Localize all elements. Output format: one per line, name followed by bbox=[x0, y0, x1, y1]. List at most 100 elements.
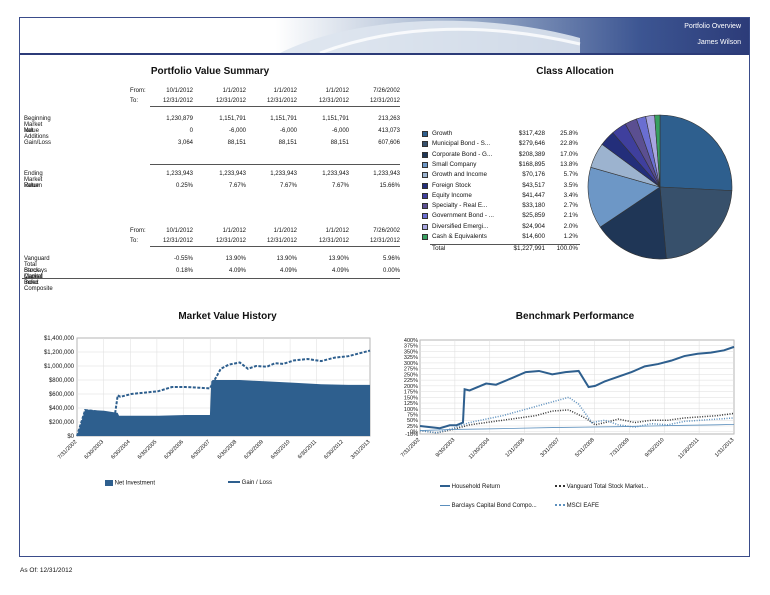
bench-value: -0.55% bbox=[173, 256, 193, 262]
plot-area bbox=[419, 339, 735, 435]
market-value-history-chart: $0 $200,000 $400,000 $600,000 $800,000 $1,000… bbox=[44, 336, 371, 461]
benchmark-title: Benchmark Performance bbox=[515, 311, 635, 322]
allocation-name: Growth bbox=[432, 130, 453, 137]
legend-msci: MSCI EAFE bbox=[555, 503, 599, 509]
row-label: Return bbox=[24, 183, 43, 189]
x-tick-label: 6/30/2009 bbox=[243, 439, 265, 461]
period-from: 1/1/2012 bbox=[273, 228, 297, 234]
allocation-name: Diversified Emergi... bbox=[432, 222, 489, 230]
from-label: From: bbox=[130, 88, 146, 94]
allocation-pct: 1.2% bbox=[563, 233, 578, 240]
page-frame: Portfolio Overview James Wilson bbox=[19, 17, 750, 557]
total-rule bbox=[150, 164, 400, 165]
allocation-pct: 2.7% bbox=[563, 202, 578, 210]
period-from: 7/26/2002 bbox=[373, 88, 400, 94]
y-tick-label: 325% bbox=[404, 355, 418, 361]
x-tick-label: 6/30/2004 bbox=[110, 439, 132, 461]
allocation-row: Growth $317,428 25.8% bbox=[422, 130, 582, 139]
y-tick-label: 400% bbox=[404, 338, 418, 344]
row-value: 0.25% bbox=[175, 183, 193, 189]
y-tick-label: 75% bbox=[407, 413, 418, 419]
legend-vanguard: Vanguard Total Stock Market... bbox=[555, 484, 648, 490]
allocation-total-rule bbox=[430, 244, 580, 246]
allocation-pct: 13.8% bbox=[560, 160, 578, 168]
y-tick-label: $200,000 bbox=[49, 420, 75, 426]
row-label: Beginning Market Value bbox=[24, 116, 51, 134]
legend-label: Net Investment bbox=[114, 480, 156, 487]
pie-slice bbox=[659, 186, 733, 260]
bench-rule bbox=[22, 278, 400, 279]
row-value: 607,606 bbox=[378, 140, 400, 146]
allocation-value: $70,176 bbox=[522, 171, 545, 179]
y-tick-label: $800,000 bbox=[49, 378, 75, 384]
net-investment-area bbox=[77, 380, 370, 436]
allocation-swatch bbox=[422, 182, 428, 189]
allocation-row: Corporate Bond - G... $208,389 17.0% bbox=[422, 151, 582, 160]
legend-gain-loss: Gain / Loss bbox=[228, 480, 272, 486]
allocation-row: Equity Income $41,447 3.4% bbox=[422, 192, 582, 201]
row-value: 7.67% bbox=[331, 183, 349, 189]
total-pct: 100.0% bbox=[556, 245, 578, 253]
allocation-row: Diversified Emergi... $24,904 2.0% bbox=[422, 223, 582, 232]
y-tick-label: 350% bbox=[404, 349, 418, 355]
gain-loss-line bbox=[76, 349, 371, 437]
period-to: 12/31/2012 bbox=[266, 238, 297, 244]
benchmark-performance-chart: -10%0%25%50%75%100%125%150%175%200%225%2… bbox=[400, 338, 736, 461]
period-from: 1/1/2012 bbox=[222, 88, 246, 94]
row-value: 1,233,943 bbox=[322, 171, 349, 177]
row-label: Gain/Loss bbox=[24, 140, 52, 146]
allocation-value: $43,517 bbox=[522, 181, 545, 189]
period-from: 1/1/2012 bbox=[273, 88, 297, 94]
period-to: 12/31/2012 bbox=[369, 238, 400, 244]
y-tick-label: 375% bbox=[404, 344, 418, 350]
bench-label: Barclays Capital Bond Composite bbox=[24, 268, 53, 292]
row-value: 1,151,791 bbox=[270, 116, 297, 122]
allocation-swatch bbox=[422, 131, 428, 137]
header-rule bbox=[150, 106, 400, 107]
y-tick-label: 175% bbox=[404, 390, 418, 396]
legend-household-return: Household Return bbox=[440, 484, 500, 490]
y-tick-label: 250% bbox=[404, 372, 418, 378]
legend-label: Vanguard Total Stock Market... bbox=[566, 484, 649, 490]
x-tick-label: 6/30/2011 bbox=[297, 439, 318, 460]
period-to: 12/31/2012 bbox=[318, 98, 349, 104]
x-tick-label: 1/31/2006 bbox=[505, 437, 527, 459]
row-value: 88,151 bbox=[278, 140, 297, 146]
allocation-value: $14,600 bbox=[522, 233, 545, 240]
x-tick-label: 1/31/2013 bbox=[714, 437, 736, 459]
allocation-row: Government Bond - ... $25,859 2.1% bbox=[422, 212, 582, 221]
x-tick-label: 11/30/2011 bbox=[677, 437, 700, 460]
total-value: $1,227,991 bbox=[513, 245, 545, 253]
legend-label: MSCI EAFE bbox=[566, 503, 600, 509]
period-from: 10/1/2012 bbox=[166, 88, 193, 94]
period-from: 1/1/2012 bbox=[325, 228, 349, 234]
period-to: 12/31/2012 bbox=[318, 238, 349, 244]
allocation-swatch bbox=[422, 213, 428, 220]
allocation-value: $279,646 bbox=[518, 140, 545, 148]
allocation-row: Specialty - Real E... $33,180 2.7% bbox=[422, 202, 582, 211]
allocation-name: Equity Income bbox=[432, 191, 472, 199]
allocation-swatch bbox=[422, 234, 428, 240]
allocation-name: Government Bond - ... bbox=[432, 212, 494, 220]
bench-value: 4.09% bbox=[331, 268, 349, 274]
allocation-row: Growth and Income $70,176 5.7% bbox=[422, 171, 582, 180]
allocation-total-row: Total $1,227,991 100.0% bbox=[422, 245, 582, 254]
x-tick-label: 6/30/2007 bbox=[190, 439, 212, 461]
y-tick-label: 0% bbox=[410, 430, 418, 436]
allocation-value: $33,180 bbox=[522, 202, 545, 210]
x-tick-label: 7/31/2002 bbox=[400, 437, 422, 459]
bench-value: 13.90% bbox=[225, 256, 246, 262]
pie-slice bbox=[659, 114, 733, 191]
period-from: 7/26/2002 bbox=[373, 228, 400, 234]
pie-slice bbox=[587, 166, 661, 228]
allocation-row: Foreign Stock $43,517 3.5% bbox=[422, 182, 582, 191]
household-swatch bbox=[440, 485, 450, 488]
period-to: 12/31/2012 bbox=[369, 98, 400, 104]
row-value: 1,233,943 bbox=[219, 171, 246, 177]
y-tick-label: 300% bbox=[404, 361, 418, 367]
period-to: 12/31/2012 bbox=[215, 98, 246, 104]
row-value: 1,233,943 bbox=[270, 171, 297, 177]
row-value: 1,151,791 bbox=[322, 116, 349, 122]
x-tick-label: 7/31/2009 bbox=[609, 437, 631, 459]
row-value: 1,233,943 bbox=[373, 171, 400, 177]
